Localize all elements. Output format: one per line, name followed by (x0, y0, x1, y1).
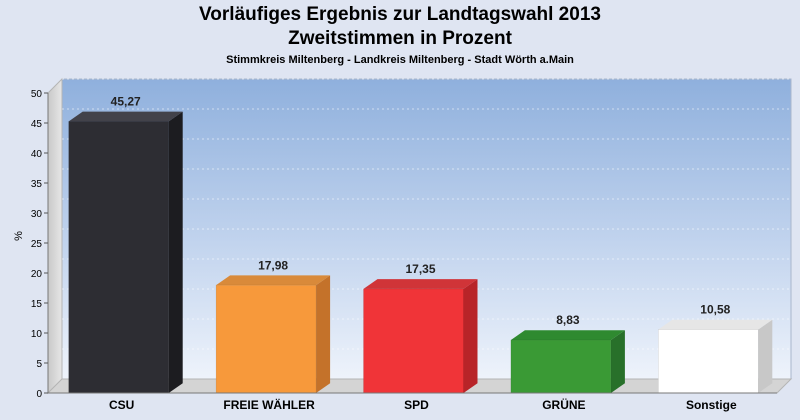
x-tick-label: GRÜNE (542, 397, 585, 412)
y-tick-label: 15 (31, 299, 43, 310)
data-label: 8,83 (556, 313, 580, 327)
y-axis-label: % (13, 231, 25, 241)
bar-group-sonstige: 10,58 (658, 303, 773, 394)
data-label: 45,27 (111, 95, 141, 109)
y-tick-label: 35 (31, 179, 43, 190)
bar (215, 284, 317, 394)
data-label: 17,35 (405, 262, 435, 276)
bar (363, 288, 464, 394)
y-tick-label: 45 (31, 119, 43, 130)
x-tick-label: Sonstige (686, 398, 737, 412)
bar-top (658, 319, 773, 330)
plot-left-wall (47, 77, 63, 395)
y-tick-label: 40 (31, 149, 43, 160)
y-tick-label: 20 (31, 269, 43, 280)
data-label: 17,98 (258, 258, 288, 272)
chart-subtitle: Stimmkreis Miltenberg - Landkreis Milten… (226, 54, 574, 66)
bar-side (758, 319, 773, 393)
bar-group-csu: 45,27 (68, 95, 183, 394)
bar-top (216, 275, 331, 286)
bar (68, 121, 169, 394)
y-tick-label: 10 (31, 329, 43, 340)
bar-group-spd: 17,35 (363, 262, 478, 394)
y-tick-label: 50 (31, 89, 43, 100)
y-tick-label: 5 (36, 359, 42, 370)
x-tick-label: FREIE WÄHLER (223, 397, 315, 412)
data-label: 10,58 (700, 303, 730, 317)
y-tick-label: 0 (36, 389, 42, 400)
bar (658, 329, 759, 394)
x-tick-label: SPD (404, 398, 429, 412)
bar-group-freie-wähler: 17,98 (215, 258, 331, 394)
bar-side (610, 330, 625, 393)
bar-side (316, 275, 331, 393)
bar-top (363, 279, 478, 289)
bar-top (510, 330, 625, 341)
chart-title-line2: Zweitstimmen in Prozent (288, 28, 512, 49)
bar-top (68, 111, 183, 122)
bar (510, 339, 612, 394)
y-tick-label: 25 (31, 239, 43, 250)
bar-side (168, 111, 183, 393)
y-tick-label: 30 (31, 209, 43, 220)
bar-side (463, 279, 478, 393)
x-tick-label: CSU (109, 398, 134, 412)
chart-title: Vorläufiges Ergebnis zur Landtagswahl 20… (199, 4, 601, 25)
